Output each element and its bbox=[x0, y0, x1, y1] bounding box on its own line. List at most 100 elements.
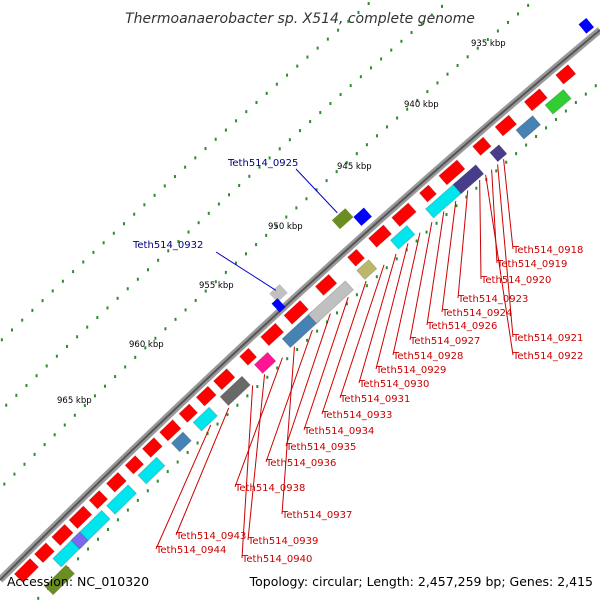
gene-feature[interactable] bbox=[452, 164, 485, 195]
gene-label[interactable]: Teth514_0930 bbox=[358, 379, 429, 390]
guide-dot bbox=[245, 252, 248, 256]
guide-dot bbox=[217, 202, 220, 206]
gene-feature[interactable] bbox=[178, 403, 199, 424]
guide-dot bbox=[106, 306, 109, 310]
gene-feature[interactable] bbox=[494, 114, 518, 137]
gene-label[interactable]: Teth514_0937 bbox=[281, 510, 352, 521]
gene-feature[interactable] bbox=[195, 385, 217, 407]
gene-feature[interactable] bbox=[212, 367, 236, 391]
guide-dot bbox=[337, 28, 340, 32]
gene-feature[interactable] bbox=[260, 322, 285, 347]
guide-dot bbox=[420, 22, 423, 26]
leader-line bbox=[441, 200, 457, 313]
gene-feature[interactable] bbox=[471, 136, 492, 157]
gene-label[interactable]: Teth514_0934 bbox=[303, 426, 374, 437]
gene-feature[interactable] bbox=[523, 88, 548, 112]
gene-label[interactable]: Teth514_0928 bbox=[392, 351, 463, 362]
gene-label[interactable]: Teth514_0918 bbox=[512, 245, 583, 256]
gene-feature[interactable] bbox=[391, 202, 417, 228]
gene-label[interactable]: Teth514_0932 bbox=[132, 240, 203, 251]
gene-feature[interactable] bbox=[43, 564, 76, 596]
guide-dot bbox=[43, 443, 46, 447]
gene-feature[interactable] bbox=[578, 17, 594, 34]
guide-dot bbox=[214, 137, 217, 141]
guide-dot bbox=[545, 126, 548, 130]
gene-feature[interactable] bbox=[51, 523, 74, 547]
gene-feature[interactable] bbox=[137, 456, 166, 485]
gene-feature[interactable] bbox=[555, 63, 577, 85]
gene-label[interactable]: Teth514_0936 bbox=[265, 458, 336, 469]
gene-label[interactable]: Teth514_0929 bbox=[375, 365, 446, 376]
gene-label[interactable]: Teth514_0940 bbox=[241, 554, 312, 565]
gene-feature[interactable] bbox=[124, 454, 145, 475]
gene-feature[interactable] bbox=[353, 207, 372, 226]
gene-label[interactable]: Teth514_0919 bbox=[496, 259, 567, 270]
guide-dot bbox=[63, 423, 66, 427]
gene-feature[interactable] bbox=[158, 419, 182, 442]
gene-feature[interactable] bbox=[356, 259, 378, 281]
guide-dot bbox=[77, 557, 80, 561]
leader-line bbox=[503, 159, 514, 250]
gene-feature[interactable] bbox=[271, 298, 286, 313]
gene-feature[interactable] bbox=[219, 375, 251, 407]
gene-label[interactable]: Teth514_0921 bbox=[512, 333, 583, 344]
gene-feature[interactable] bbox=[105, 484, 138, 515]
guide-dot bbox=[486, 38, 489, 42]
guide-dot bbox=[395, 257, 398, 261]
gene-label[interactable]: Teth514_0922 bbox=[512, 351, 583, 362]
gene-feature[interactable] bbox=[13, 557, 40, 584]
gene-label[interactable]: Teth514_0920 bbox=[480, 275, 551, 286]
gene-feature[interactable] bbox=[389, 224, 416, 250]
gene-label[interactable]: Teth514_0931 bbox=[339, 394, 410, 405]
gene-feature[interactable] bbox=[141, 436, 163, 459]
gene-feature[interactable] bbox=[418, 184, 438, 203]
gene-feature[interactable] bbox=[269, 284, 288, 303]
gene-feature[interactable] bbox=[170, 431, 192, 453]
gene-label[interactable]: Teth514_0926 bbox=[426, 321, 497, 332]
guide-dot bbox=[316, 46, 319, 50]
guide-dot bbox=[349, 84, 352, 88]
gene-feature[interactable] bbox=[283, 299, 309, 325]
gene-feature[interactable] bbox=[105, 471, 127, 493]
gene-feature[interactable] bbox=[346, 248, 366, 267]
gene-label[interactable]: Teth514_0933 bbox=[321, 410, 392, 421]
gene-feature[interactable] bbox=[253, 351, 277, 375]
gene-feature[interactable] bbox=[331, 208, 354, 230]
guide-dot bbox=[365, 143, 368, 147]
gene-feature[interactable] bbox=[515, 114, 542, 140]
guide-dot bbox=[116, 518, 119, 522]
gene-feature[interactable] bbox=[489, 143, 508, 163]
gene-label[interactable]: Teth514_0938 bbox=[234, 483, 305, 494]
gene-feature[interactable] bbox=[367, 224, 393, 249]
guide-dot bbox=[359, 75, 362, 79]
gene-feature[interactable] bbox=[33, 542, 56, 564]
gene-label[interactable]: Teth514_0923 bbox=[457, 294, 528, 305]
gene-label[interactable]: Teth514_0939 bbox=[247, 536, 318, 547]
gene-feature[interactable] bbox=[314, 273, 338, 297]
guide-dot bbox=[445, 212, 448, 216]
gene-feature[interactable] bbox=[192, 406, 219, 432]
gene-feature[interactable] bbox=[239, 347, 258, 366]
gene-feature[interactable] bbox=[307, 280, 355, 325]
gene-label[interactable]: Teth514_0924 bbox=[441, 308, 512, 319]
guide-dot bbox=[386, 125, 389, 129]
gene-label[interactable]: Teth514_0925 bbox=[227, 158, 298, 169]
guide-dot bbox=[154, 336, 157, 340]
gene-label[interactable]: Teth514_0944 bbox=[155, 545, 226, 556]
guide-dot bbox=[296, 347, 299, 351]
gene-feature[interactable] bbox=[68, 505, 93, 530]
guide-dot bbox=[45, 364, 48, 368]
guide-dot bbox=[196, 441, 199, 445]
gene-label[interactable]: Teth514_0943 bbox=[175, 531, 246, 542]
guide-dot bbox=[286, 357, 289, 361]
leader-line bbox=[479, 179, 482, 280]
gene-feature[interactable] bbox=[438, 159, 466, 186]
guide-dot bbox=[410, 31, 413, 35]
gene-feature[interactable] bbox=[70, 531, 89, 550]
guide-dot bbox=[177, 239, 180, 243]
gene-feature[interactable] bbox=[544, 88, 572, 115]
gene-label[interactable]: Teth514_0935 bbox=[285, 442, 356, 453]
guide-dot bbox=[475, 186, 478, 190]
gene-label[interactable]: Teth514_0927 bbox=[409, 336, 480, 347]
gene-feature[interactable] bbox=[88, 489, 109, 510]
